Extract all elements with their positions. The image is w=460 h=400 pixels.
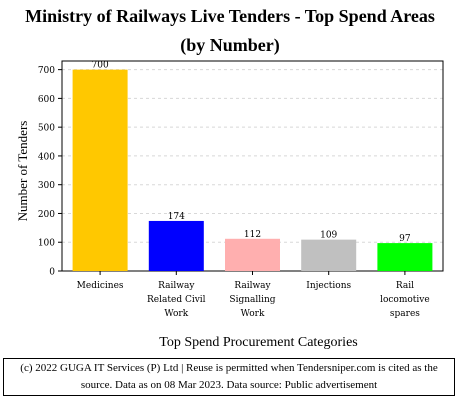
- x-tick-label: Railway Signalling Work: [229, 281, 275, 319]
- y-tick-label: 0: [49, 268, 55, 278]
- x-tick-label: Railway Related Civil Work: [147, 281, 206, 319]
- y-tick-label: 200: [38, 210, 55, 220]
- y-tick-label: 100: [38, 239, 55, 249]
- bar: [301, 239, 357, 271]
- y-tick-label: 400: [38, 152, 55, 162]
- data-label: 700: [92, 61, 109, 71]
- bar-chart: 0 100 200 300 400 500 600 700 700 Medicines 174 Rai…: [15, 60, 444, 350]
- y-axis-title: Number of Tenders: [15, 121, 30, 222]
- x-tick-label: Injections: [306, 281, 351, 291]
- bar: [148, 220, 204, 271]
- chart-subtitle: (by Number): [180, 35, 280, 55]
- data-label: 109: [320, 231, 337, 241]
- x-axis-title: Top Spend Procurement Categories: [159, 335, 357, 350]
- y-tick-label: 300: [38, 181, 55, 191]
- y-tick-label: 600: [38, 95, 55, 105]
- footer-line-1: (c) 2022 GUGA IT Services (P) Ltd | Reus…: [20, 362, 438, 374]
- y-tick-label: 700: [38, 66, 55, 76]
- bar: [72, 69, 128, 272]
- y-tick-label: 500: [38, 124, 55, 134]
- footer-line-2: source. Data as on 08 Mar 2023. Data sou…: [80, 379, 378, 391]
- x-tick-label: Medicines: [77, 281, 124, 291]
- data-label: 97: [399, 234, 411, 244]
- bar: [225, 238, 280, 271]
- x-tick-label: Rail locomotive spares: [380, 281, 430, 319]
- footer-notice: (c) 2022 GUGA IT Services (P) Ltd | Reus…: [3, 358, 455, 396]
- bar: [377, 243, 433, 271]
- data-label: 112: [244, 230, 261, 240]
- data-label: 174: [168, 212, 185, 222]
- chart-title: Ministry of Railways Live Tenders - Top …: [25, 6, 435, 26]
